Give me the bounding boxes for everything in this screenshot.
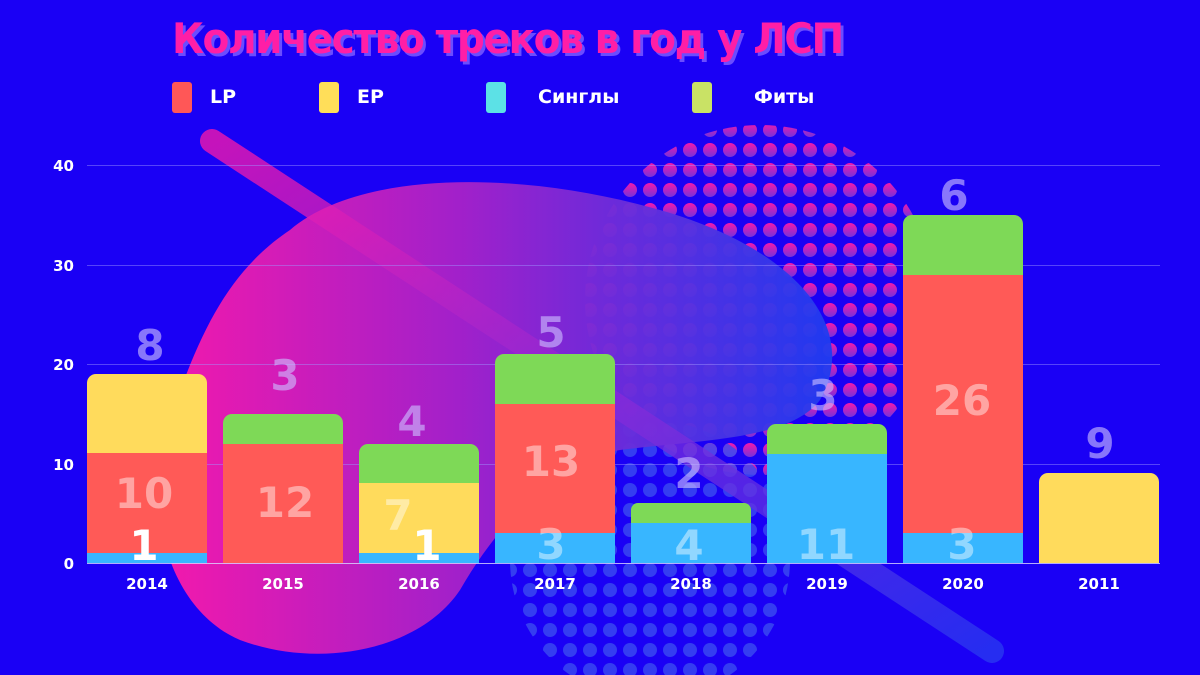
- legend-swatch-singles: [486, 81, 506, 113]
- value-label-2020-lp: 26: [932, 376, 992, 425]
- bar-2015: [223, 414, 343, 563]
- legend-item-ep: EP: [319, 81, 384, 113]
- value-label-2016-feats: 4: [397, 397, 427, 446]
- gridline-30: [87, 265, 1160, 266]
- x-tick-2019: 2019: [806, 575, 848, 593]
- segment-singles: [495, 533, 615, 563]
- value-label-2016-singles: 1: [412, 521, 442, 570]
- value-label-2017-singles: 3: [536, 520, 566, 569]
- x-tick-2018: 2018: [670, 575, 712, 593]
- legend-swatch-feats: [692, 81, 712, 113]
- y-tick-30: 30: [53, 257, 74, 275]
- gridline-20: [87, 364, 1160, 365]
- segment-singles: [631, 523, 751, 563]
- segment-feats: [359, 444, 479, 483]
- value-label-2018-feats: 2: [674, 449, 704, 498]
- x-tick-2014: 2014: [126, 575, 168, 593]
- value-label-2015-lp: 12: [255, 478, 315, 527]
- legend-label-feats: Фиты: [754, 86, 815, 108]
- value-label-2017-feats: 5: [536, 308, 566, 357]
- value-label-2020-feats: 6: [939, 171, 969, 220]
- segment-lp: [223, 444, 343, 563]
- segment-singles: [903, 533, 1023, 563]
- segment-feats: [767, 424, 887, 454]
- segment-singles: [87, 553, 207, 563]
- y-tick-20: 20: [53, 356, 74, 374]
- legend-label-singles: Синглы: [538, 86, 620, 108]
- legend-swatch-ep: [319, 81, 339, 113]
- segment-ep: [359, 483, 479, 553]
- segment-feats: [223, 414, 343, 444]
- segment-ep: [87, 374, 207, 453]
- segment-feats: [631, 503, 751, 523]
- legend-item-feats: Фиты: [692, 81, 814, 113]
- value-label-2011-ep: 9: [1085, 419, 1115, 468]
- bar-2020: [903, 215, 1023, 563]
- value-label-2017-lp: 13: [521, 437, 581, 486]
- chart-title: Количество треков в год у ЛСП: [172, 14, 844, 63]
- segment-lp: [495, 404, 615, 533]
- segment-feats: [903, 215, 1023, 275]
- segment-singles: [359, 553, 479, 563]
- bar-2017: [495, 354, 615, 563]
- bar-2016: [359, 444, 479, 563]
- value-label-2015-feats: 3: [270, 351, 300, 400]
- segment-lp: [87, 453, 207, 553]
- segment-ep: [1039, 473, 1159, 563]
- legend-label-ep: EP: [357, 86, 384, 108]
- value-label-2014-ep: 8: [135, 321, 165, 370]
- value-label-2014-lp: 10: [114, 469, 174, 518]
- x-axis-baseline: [87, 563, 1160, 564]
- bar-2018: [631, 503, 751, 563]
- x-tick-2015: 2015: [262, 575, 304, 593]
- value-label-2016-ep: 7: [383, 491, 413, 540]
- gridline-40: [87, 165, 1160, 166]
- x-tick-2016: 2016: [398, 575, 440, 593]
- bar-2014: [87, 374, 207, 563]
- segment-lp: [903, 275, 1023, 533]
- value-label-2019-feats: 3: [808, 371, 838, 420]
- bar-2011: [1039, 473, 1159, 563]
- x-tick-2011: 2011: [1078, 575, 1120, 593]
- y-tick-0: 0: [63, 555, 74, 573]
- x-tick-2020: 2020: [942, 575, 984, 593]
- segment-singles: [767, 454, 887, 563]
- legend-swatch-lp: [172, 81, 192, 113]
- legend-label-lp: LP: [210, 86, 237, 108]
- gridline-10: [87, 464, 1160, 465]
- y-tick-10: 10: [53, 456, 74, 474]
- value-label-2014-singles: 1: [129, 521, 159, 570]
- y-tick-40: 40: [53, 157, 74, 175]
- segment-feats: [495, 354, 615, 404]
- value-label-2019-singles: 11: [796, 520, 856, 569]
- x-tick-2017: 2017: [534, 575, 576, 593]
- legend-item-lp: LP: [172, 81, 236, 113]
- legend-item-singles: Синглы: [486, 81, 619, 113]
- value-label-2020-singles: 3: [947, 520, 977, 569]
- bar-2019: [767, 424, 887, 563]
- value-label-2018-singles: 4: [674, 521, 704, 570]
